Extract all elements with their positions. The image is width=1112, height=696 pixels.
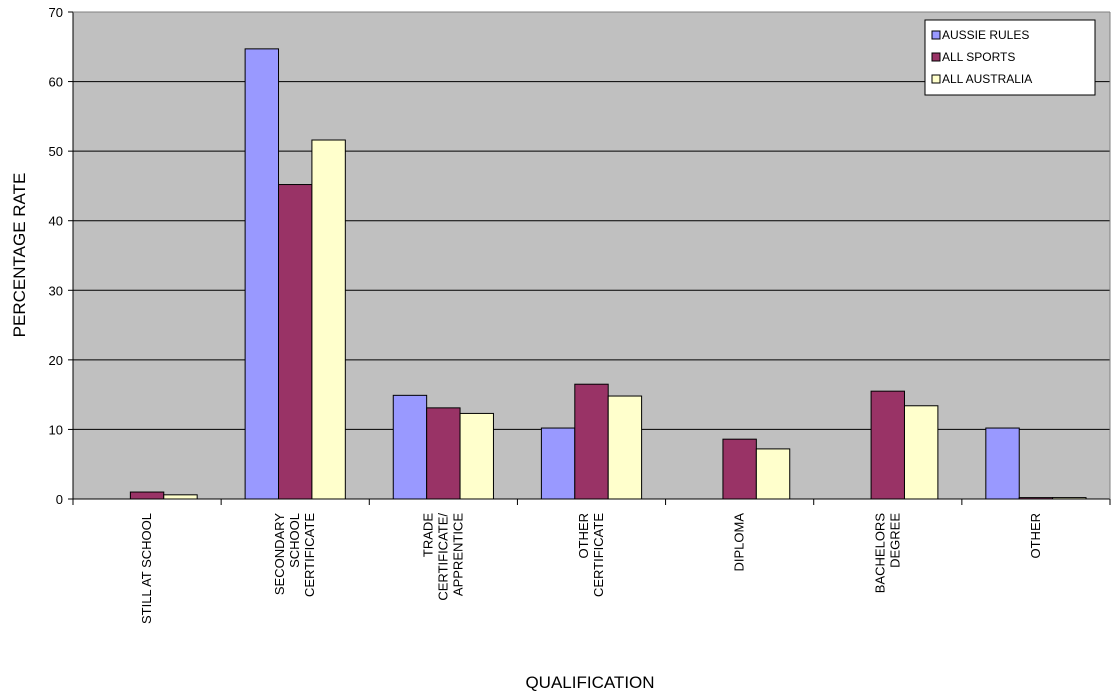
legend-swatch: [932, 53, 940, 61]
bar-all-sports: [130, 492, 163, 499]
y-tick-label: 0: [56, 492, 63, 507]
legend-label: ALL SPORTS: [942, 50, 1015, 64]
y-tick-label: 60: [49, 75, 63, 90]
x-category-label: OTHER: [1028, 513, 1043, 559]
bar-aussie-rules: [393, 395, 426, 499]
x-category-label-line: SCHOOL: [287, 513, 302, 568]
x-category-label-line: APPRENTICE: [450, 513, 465, 596]
x-category-label-line: CERTIFICATE/: [435, 513, 450, 601]
x-category-label-line: OTHER: [576, 513, 591, 559]
y-tick-label: 20: [49, 353, 63, 368]
x-category-label-line: BACHELORS: [872, 513, 887, 594]
x-category-label-line: STILL AT SCHOOL: [139, 513, 154, 624]
bar-all-sports: [279, 185, 312, 499]
x-category-label-line: CERTIFICATE: [302, 513, 317, 597]
bar-all-sports: [871, 391, 904, 499]
bar-all-sports: [723, 439, 756, 499]
x-category-label: SECONDARYSCHOOLCERTIFICATE: [272, 513, 317, 597]
x-category-label: BACHELORSDEGREE: [872, 513, 902, 594]
bar-aussie-rules: [986, 428, 1019, 499]
x-category-label-line: DIPLOMA: [732, 513, 747, 572]
x-category-label-line: OTHER: [1028, 513, 1043, 559]
x-category-label-line: TRADE: [420, 513, 435, 557]
legend-swatch: [932, 31, 940, 39]
y-tick-label: 40: [49, 214, 63, 229]
x-category-label: TRADECERTIFICATE/APPRENTICE: [420, 513, 465, 601]
y-tick-label: 50: [49, 144, 63, 159]
legend-label: AUSSIE RULES: [942, 28, 1029, 42]
bar-all-australia: [756, 449, 789, 499]
bar-all-australia: [164, 495, 197, 499]
bar-aussie-rules: [541, 428, 574, 499]
bar-aussie-rules: [245, 49, 278, 499]
y-tick-label: 70: [49, 5, 63, 20]
x-axis-title: QUALIFICATION: [525, 673, 654, 692]
bar-all-australia: [904, 406, 937, 499]
x-category-label: DIPLOMA: [732, 513, 747, 572]
x-category-label-line: CERTIFICATE: [591, 513, 606, 597]
bar-all-australia: [608, 396, 641, 499]
x-category-label: STILL AT SCHOOL: [139, 513, 154, 624]
legend: AUSSIE RULES ALL SPORTS ALL AUSTRALIA: [925, 20, 1095, 95]
bar-all-sports: [575, 384, 608, 499]
bar-all-australia: [312, 140, 345, 499]
y-tick-label: 30: [49, 283, 63, 298]
legend-swatch: [932, 75, 940, 83]
y-axis-title: PERCENTAGE RATE: [10, 173, 29, 338]
x-category-label: OTHERCERTIFICATE: [576, 513, 606, 597]
x-category-label-line: SECONDARY: [272, 513, 287, 595]
y-tick-label: 10: [49, 422, 63, 437]
bar-all-sports: [427, 408, 460, 499]
y-tick-labels: 0 10 20 30 40 50 60 70: [49, 5, 63, 507]
x-category-labels: STILL AT SCHOOL SECONDARYSCHOOLCERTIFICAT…: [139, 513, 1043, 624]
legend-label: ALL AUSTRALIA: [942, 72, 1032, 86]
x-category-label-line: DEGREE: [887, 513, 902, 568]
bar-all-australia: [460, 413, 493, 499]
